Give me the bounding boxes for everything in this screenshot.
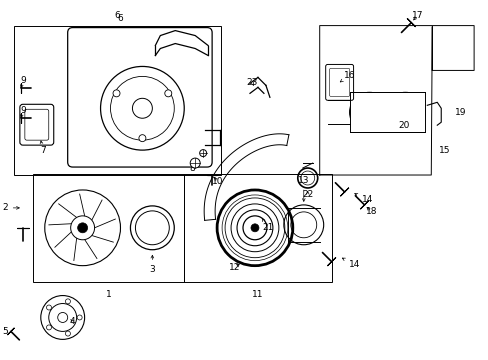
Text: 21: 21 xyxy=(262,218,273,232)
Polygon shape xyxy=(407,18,415,27)
Circle shape xyxy=(46,305,51,310)
Text: 4: 4 xyxy=(70,317,75,326)
Text: 10: 10 xyxy=(212,177,224,186)
Text: 13: 13 xyxy=(297,176,309,201)
Bar xyxy=(33,174,184,282)
Circle shape xyxy=(65,331,70,336)
Bar xyxy=(349,92,425,132)
Circle shape xyxy=(139,135,145,141)
Circle shape xyxy=(113,90,120,97)
Polygon shape xyxy=(204,134,288,220)
Bar xyxy=(184,174,331,282)
Bar xyxy=(14,26,221,175)
Polygon shape xyxy=(327,257,335,266)
Circle shape xyxy=(250,224,259,232)
Text: 15: 15 xyxy=(438,145,449,154)
Polygon shape xyxy=(7,328,15,335)
Text: 17: 17 xyxy=(411,11,422,20)
Circle shape xyxy=(199,150,206,157)
Text: 9: 9 xyxy=(20,106,26,118)
Polygon shape xyxy=(340,188,348,196)
Text: 19: 19 xyxy=(454,108,466,117)
Text: 14: 14 xyxy=(342,258,360,269)
Text: 11: 11 xyxy=(252,290,263,299)
Text: 2: 2 xyxy=(2,203,19,212)
Circle shape xyxy=(77,315,82,320)
Circle shape xyxy=(190,158,200,168)
Circle shape xyxy=(78,223,87,233)
Circle shape xyxy=(164,90,171,97)
Text: 9: 9 xyxy=(20,76,26,88)
Text: 20: 20 xyxy=(398,121,409,130)
Text: 22: 22 xyxy=(302,190,313,199)
Text: 1: 1 xyxy=(105,290,111,299)
Text: 5: 5 xyxy=(2,327,8,336)
Polygon shape xyxy=(360,201,368,209)
Text: 6: 6 xyxy=(114,11,120,20)
Text: 3: 3 xyxy=(149,255,155,274)
Circle shape xyxy=(71,216,94,240)
Text: 7: 7 xyxy=(40,141,45,154)
Text: 16: 16 xyxy=(340,71,355,82)
Text: 8: 8 xyxy=(189,163,195,172)
Circle shape xyxy=(65,299,70,304)
Text: 12: 12 xyxy=(229,263,240,272)
Text: 14: 14 xyxy=(354,194,372,204)
Circle shape xyxy=(46,325,51,330)
Text: 23: 23 xyxy=(246,78,257,87)
Text: 6: 6 xyxy=(118,14,123,23)
Text: 18: 18 xyxy=(365,207,376,216)
